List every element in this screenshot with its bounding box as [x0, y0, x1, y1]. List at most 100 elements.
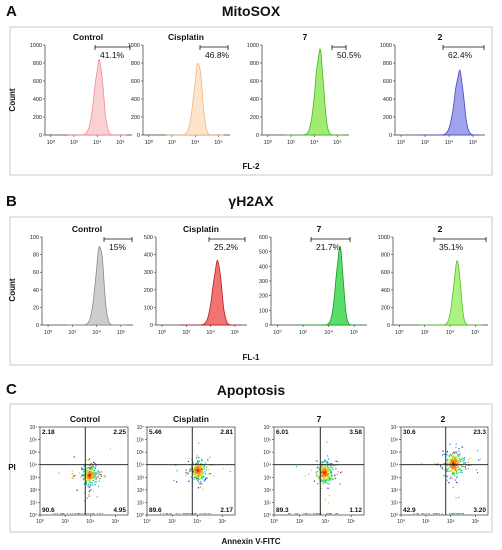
scatter-point — [447, 463, 449, 465]
scatter-point — [447, 467, 449, 469]
scatter-point — [332, 478, 334, 481]
scatter-point — [323, 461, 325, 463]
scatter-point — [56, 513, 59, 515]
scatter-point — [197, 469, 199, 471]
scatter-point — [85, 482, 87, 484]
scatter-point — [450, 476, 452, 478]
scatter-point — [91, 468, 93, 470]
scatter-point — [66, 513, 69, 515]
scatter-point — [455, 467, 457, 469]
scatter-point — [89, 472, 91, 474]
scatter-point — [94, 468, 96, 470]
scatter-point — [323, 477, 325, 479]
scatter-point — [458, 455, 460, 457]
scatter-point — [194, 473, 196, 476]
scatter-point — [454, 462, 456, 464]
scatter-point — [72, 475, 74, 477]
scatter-point — [191, 465, 193, 467]
scatter-point — [327, 502, 330, 504]
scatter-point — [417, 513, 419, 515]
scatter-point — [461, 465, 463, 467]
scatter-point — [322, 475, 324, 477]
scatter-point — [98, 485, 100, 487]
scatter-point — [82, 468, 84, 470]
quadrant-value-upper-left: 5.46 — [149, 429, 162, 436]
y-tick-label: 10³ — [391, 475, 399, 481]
scatter-point — [173, 479, 175, 482]
scatter-point — [323, 470, 325, 472]
gate-percentage: 41.1% — [100, 50, 125, 60]
scatter-point — [213, 475, 215, 477]
scatter-point — [440, 467, 442, 469]
scatter-point — [296, 513, 299, 515]
scatter-point — [189, 469, 191, 471]
histogram-area — [66, 245, 127, 326]
quadrant-value-lower-right: 4.95 — [113, 507, 126, 514]
plot-7: 7 0 200 400 600 800 1000 10⁰ 10² 10⁴ 10⁶ 50.5% — [247, 32, 362, 146]
y-tick-label: 60 — [33, 270, 39, 276]
scatter-point — [185, 472, 187, 474]
scatter-point — [323, 478, 325, 480]
scatter-point — [74, 513, 76, 515]
scatter-point — [461, 466, 463, 468]
scatter-point — [194, 471, 196, 474]
x-tick-label: 10² — [421, 140, 429, 146]
scatter-point — [456, 477, 458, 479]
scatter-point — [454, 466, 456, 468]
scatter-point — [179, 513, 181, 515]
x-tick-label: 10² — [422, 519, 430, 525]
scatter-point — [452, 467, 454, 469]
scatter-point — [86, 476, 89, 478]
scatter-point — [456, 461, 459, 463]
scatter-point — [462, 462, 465, 464]
y-tick-label: 200 — [250, 115, 259, 121]
scatter-point — [451, 513, 453, 515]
scatter-point — [455, 446, 457, 448]
x-tick-label: 10⁴ — [86, 519, 94, 525]
y-tick-label: 10⁰ — [29, 513, 37, 519]
scatter-point — [327, 467, 329, 469]
scatter-points — [288, 441, 343, 515]
scatter-point — [192, 468, 194, 470]
scatter-point — [83, 474, 85, 476]
scatter-point — [84, 492, 86, 494]
scatter-point — [198, 465, 200, 467]
scatter-point — [321, 474, 323, 476]
plot-title: Cisplatin — [183, 224, 219, 234]
x-tick-label: 10⁴ — [191, 139, 200, 146]
scatter-point — [317, 513, 319, 515]
scatter-point — [328, 476, 330, 478]
scatter-point — [91, 474, 93, 476]
scatter-point — [467, 461, 469, 463]
scatter-point — [207, 459, 209, 461]
scatter-point — [330, 476, 332, 478]
scatter-point — [322, 467, 324, 469]
scatter-point — [90, 463, 92, 465]
panel-letter: A — [6, 3, 17, 20]
y-tick-label: 40 — [33, 288, 39, 294]
x-tick-label: 10⁰ — [143, 519, 151, 525]
scatter-point — [104, 475, 106, 477]
scatter-point — [90, 471, 92, 473]
scatter-point — [88, 486, 90, 488]
scatter-point — [92, 474, 94, 476]
scatter-point — [185, 469, 187, 471]
scatter-point — [200, 463, 202, 465]
scatter-point — [88, 474, 91, 476]
scatter-point — [53, 513, 55, 515]
scatter-point — [322, 461, 324, 463]
scatter-point — [433, 513, 435, 515]
scatter-point — [94, 462, 96, 465]
quadrant-value-upper-right: 2.25 — [113, 429, 126, 436]
scatter-point — [334, 465, 336, 467]
scatter-point — [458, 496, 460, 498]
scatter-point — [83, 469, 85, 471]
scatter-point — [91, 477, 94, 479]
scatter-point — [85, 476, 87, 478]
scatter-point — [71, 470, 73, 472]
scatter-point — [91, 482, 93, 484]
scatter-point — [437, 462, 439, 464]
scatter-point — [338, 471, 340, 473]
y-tick-label: 0 — [150, 323, 153, 329]
y-tick-label: 800 — [33, 61, 42, 67]
